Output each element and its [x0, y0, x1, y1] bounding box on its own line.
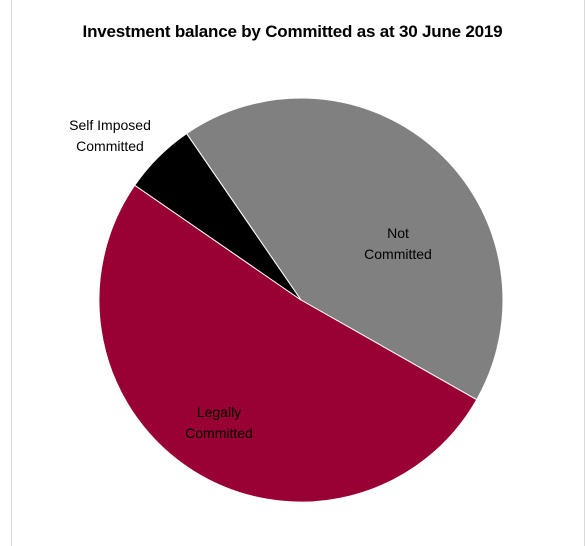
pie-slice-label-1: Legally Committed: [185, 404, 253, 441]
pie-slice-label-line: Legally: [197, 404, 241, 420]
pie-slice-label-0: Not Committed: [364, 225, 432, 262]
pie-slice-label-2: Self Imposed Committed: [69, 117, 151, 154]
pie-slice-label-line: Self Imposed: [69, 117, 151, 133]
pie-slice-0: [185, 97, 504, 401]
pie-slices: [98, 97, 504, 503]
pie-slice-1: [98, 184, 478, 503]
pie-slice-label-line: Committed: [185, 425, 253, 441]
pie-slice-label-line: Committed: [76, 138, 144, 154]
pie-slice-2: [134, 132, 302, 301]
pie-slice-label-line: Not: [387, 225, 409, 241]
pie-slice-label-line: Committed: [364, 246, 432, 262]
chart-title: Investment balance by Committed as at 30…: [82, 22, 503, 41]
